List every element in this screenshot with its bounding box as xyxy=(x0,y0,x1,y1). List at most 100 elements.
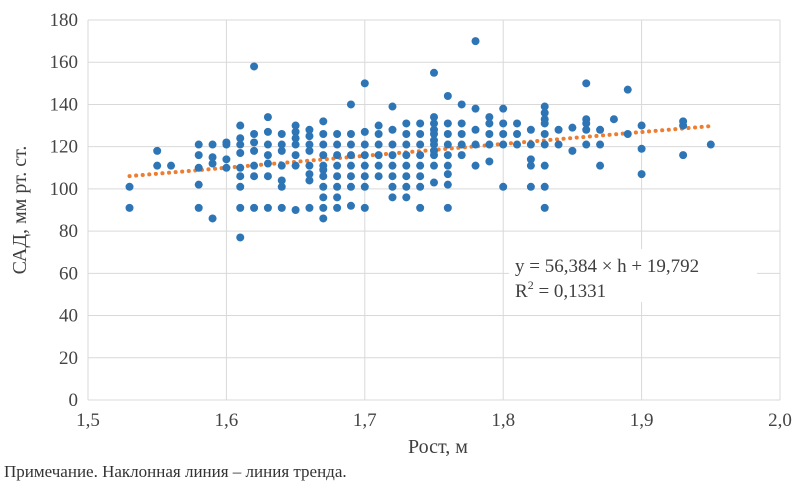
data-point xyxy=(208,214,217,223)
data-point xyxy=(402,161,411,170)
data-point xyxy=(346,130,355,138)
data-point xyxy=(277,182,286,191)
y-tick-label: 80 xyxy=(59,221,78,242)
data-point xyxy=(305,132,314,141)
data-point xyxy=(194,140,203,149)
data-point xyxy=(236,203,245,212)
data-point xyxy=(637,121,646,130)
data-point xyxy=(333,182,342,191)
data-point xyxy=(499,119,508,128)
scatter-chart: 0 20 40 60 80 100 120 140 160 180 1,5 1,6 1,7 1,8 1,9… xyxy=(9,10,792,458)
data-point xyxy=(333,172,342,181)
data-point xyxy=(263,159,272,168)
data-point xyxy=(457,100,466,109)
data-point xyxy=(388,182,397,191)
data-point xyxy=(263,203,272,212)
data-point xyxy=(540,182,549,191)
data-point xyxy=(443,170,452,179)
data-point xyxy=(250,138,259,147)
data-point xyxy=(250,130,259,138)
data-point xyxy=(319,117,328,126)
data-point xyxy=(360,172,369,181)
data-point xyxy=(540,108,549,117)
x-tick-label: 2,0 xyxy=(768,410,792,431)
data-point xyxy=(263,151,272,160)
data-point xyxy=(526,155,535,164)
data-point xyxy=(499,140,508,149)
data-point xyxy=(596,161,605,170)
data-point xyxy=(623,85,632,94)
data-point xyxy=(360,140,369,149)
data-point xyxy=(402,130,411,138)
data-point xyxy=(153,161,162,170)
data-point xyxy=(430,151,438,160)
data-point xyxy=(291,121,300,130)
data-point xyxy=(291,161,300,170)
data-point xyxy=(416,130,425,138)
data-point xyxy=(305,203,314,212)
data-point xyxy=(416,182,425,191)
data-point xyxy=(291,140,300,149)
data-point xyxy=(236,121,245,130)
data-point xyxy=(554,140,563,149)
data-point xyxy=(388,140,397,149)
y-tick-label: 0 xyxy=(69,390,79,411)
r-squared-superscript: 2 xyxy=(528,278,534,292)
data-point xyxy=(582,125,591,134)
data-point xyxy=(540,203,549,212)
data-point xyxy=(582,140,591,149)
data-point xyxy=(499,130,508,138)
data-point xyxy=(319,172,328,181)
data-point xyxy=(319,193,328,202)
data-point xyxy=(596,140,605,149)
data-point xyxy=(471,104,480,113)
y-tick-label: 100 xyxy=(50,179,79,200)
data-point xyxy=(443,119,452,128)
data-point xyxy=(125,203,134,212)
data-point xyxy=(208,153,217,162)
grid-lines xyxy=(87,19,781,401)
data-point xyxy=(540,161,549,170)
data-point xyxy=(236,172,245,181)
data-point xyxy=(333,140,342,149)
y-tick-label: 180 xyxy=(50,10,79,31)
data-point xyxy=(457,140,466,149)
data-point xyxy=(402,182,411,191)
data-point xyxy=(443,180,452,189)
data-point xyxy=(540,140,549,149)
data-point xyxy=(305,140,314,149)
data-point xyxy=(374,161,383,170)
data-point xyxy=(167,161,176,170)
data-point xyxy=(443,140,452,149)
data-point xyxy=(443,130,452,138)
data-point xyxy=(374,140,383,149)
data-point xyxy=(443,203,452,212)
data-point xyxy=(513,130,522,138)
y-tick-label: 40 xyxy=(59,306,78,327)
data-point xyxy=(554,125,563,134)
y-tick-label: 160 xyxy=(50,52,79,73)
data-point xyxy=(513,140,522,149)
data-point xyxy=(277,146,286,155)
data-point xyxy=(623,130,632,138)
data-point xyxy=(471,37,480,46)
data-point xyxy=(416,119,425,128)
data-point xyxy=(305,176,314,185)
y-tick-label: 60 xyxy=(59,263,78,284)
data-point xyxy=(236,149,245,157)
data-point xyxy=(471,161,480,170)
data-point xyxy=(333,203,342,212)
data-point xyxy=(333,151,342,160)
data-point xyxy=(319,214,328,223)
x-tick-label: 1,5 xyxy=(76,410,100,431)
data-point xyxy=(388,125,397,134)
data-point xyxy=(402,193,411,202)
data-point xyxy=(416,140,425,149)
trend-equation: y = 56,384 × h + 19,792 xyxy=(515,256,699,277)
data-point xyxy=(430,119,438,128)
data-point xyxy=(236,182,245,191)
data-point xyxy=(416,151,425,160)
data-point xyxy=(679,151,688,160)
y-axis-ticks: 0 20 40 60 80 100 120 140 160 180 xyxy=(50,10,79,411)
data-point xyxy=(485,157,494,166)
